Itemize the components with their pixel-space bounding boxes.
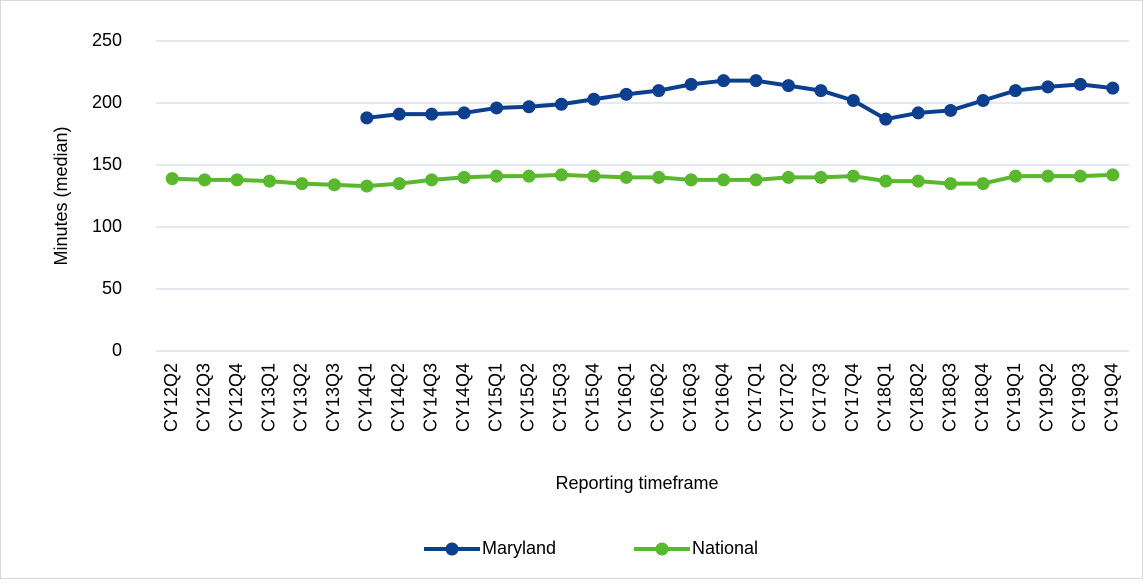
data-point — [1073, 77, 1087, 91]
data-point — [814, 84, 828, 98]
x-tick-label: CY17Q4 — [842, 363, 862, 432]
data-point — [457, 170, 471, 184]
data-point — [652, 170, 666, 184]
legend-marker — [445, 542, 459, 556]
x-tick-label: CY17Q2 — [777, 363, 797, 432]
data-point — [1073, 169, 1087, 183]
x-axis-label: Reporting timeframe — [555, 473, 718, 493]
x-tick-label: CY18Q4 — [972, 363, 992, 432]
x-tick-label: CY14Q4 — [453, 363, 473, 432]
x-tick-label: CY16Q3 — [680, 363, 700, 432]
x-tick-label: CY18Q1 — [875, 363, 895, 432]
x-tick-label: CY13Q1 — [258, 363, 278, 432]
y-tick-label: 100 — [92, 216, 122, 236]
x-tick-label: CY16Q2 — [647, 363, 667, 432]
x-tick-label: CY15Q3 — [550, 363, 570, 432]
x-tick-label: CY15Q2 — [518, 363, 538, 432]
data-point — [911, 106, 925, 120]
data-point — [587, 169, 601, 183]
data-point — [781, 79, 795, 93]
data-point — [522, 169, 536, 183]
data-point — [976, 177, 990, 191]
data-point — [717, 173, 731, 187]
x-tick-label: CY19Q1 — [1004, 363, 1024, 432]
data-point — [911, 174, 925, 188]
data-point — [619, 170, 633, 184]
data-point — [846, 169, 860, 183]
x-tick-label: CY19Q2 — [1037, 363, 1057, 432]
x-tick-label: CY17Q3 — [810, 363, 830, 432]
data-point — [327, 178, 341, 192]
x-tick-label: CY13Q2 — [291, 363, 311, 432]
legend-label: Maryland — [482, 538, 556, 558]
data-point — [1008, 169, 1022, 183]
data-point — [717, 74, 731, 88]
y-tick-label: 50 — [102, 278, 122, 298]
data-point — [425, 173, 439, 187]
data-point — [846, 94, 860, 108]
data-point — [490, 169, 504, 183]
data-point — [944, 103, 958, 117]
x-tick-label: CY17Q1 — [745, 363, 765, 432]
data-point — [684, 173, 698, 187]
y-tick-label: 250 — [92, 30, 122, 50]
data-point — [684, 77, 698, 91]
y-tick-label: 150 — [92, 154, 122, 174]
data-point — [392, 107, 406, 121]
x-tick-label: CY16Q4 — [712, 363, 732, 432]
data-point — [457, 106, 471, 120]
x-tick-label: CY19Q3 — [1069, 363, 1089, 432]
x-tick-label: CY14Q1 — [356, 363, 376, 432]
data-point — [1106, 81, 1120, 95]
y-tick-label: 0 — [112, 340, 122, 360]
x-tick-label: CY15Q4 — [583, 363, 603, 432]
data-point — [522, 100, 536, 114]
data-point — [198, 173, 212, 187]
x-tick-label: CY12Q4 — [226, 363, 246, 432]
data-point — [879, 174, 893, 188]
data-point — [1106, 168, 1120, 182]
x-tick-label: CY12Q3 — [193, 363, 213, 432]
data-point — [425, 107, 439, 121]
data-point — [295, 177, 309, 191]
data-point — [749, 173, 763, 187]
legend-label: National — [692, 538, 758, 558]
data-point — [944, 177, 958, 191]
data-point — [554, 97, 568, 111]
data-point — [976, 94, 990, 108]
x-tick-label: CY14Q3 — [420, 363, 440, 432]
data-point — [1041, 80, 1055, 94]
x-tick-label: CY18Q2 — [907, 363, 927, 432]
data-point — [749, 74, 763, 88]
data-point — [230, 173, 244, 187]
data-point — [165, 172, 179, 186]
data-point — [814, 170, 828, 184]
data-point — [652, 84, 666, 98]
data-point — [619, 87, 633, 101]
x-tick-label: CY15Q1 — [485, 363, 505, 432]
data-point — [587, 92, 601, 106]
x-tick-label: CY18Q3 — [939, 363, 959, 432]
data-point — [554, 168, 568, 182]
legend-marker — [655, 542, 669, 556]
data-point — [392, 177, 406, 191]
data-point — [1008, 84, 1022, 98]
data-point — [879, 112, 893, 126]
data-point — [360, 111, 374, 125]
y-tick-label: 200 — [92, 92, 122, 112]
x-tick-label: CY16Q1 — [615, 363, 635, 432]
x-tick-label: CY12Q2 — [161, 363, 181, 432]
x-tick-label: CY13Q3 — [323, 363, 343, 432]
x-tick-label: CY14Q2 — [388, 363, 408, 432]
data-point — [1041, 169, 1055, 183]
data-point — [360, 179, 374, 193]
data-point — [490, 101, 504, 115]
x-tick-label: CY19Q4 — [1102, 363, 1122, 432]
data-point — [781, 170, 795, 184]
y-axis-label: Minutes (median) — [51, 126, 71, 265]
data-point — [263, 174, 277, 188]
